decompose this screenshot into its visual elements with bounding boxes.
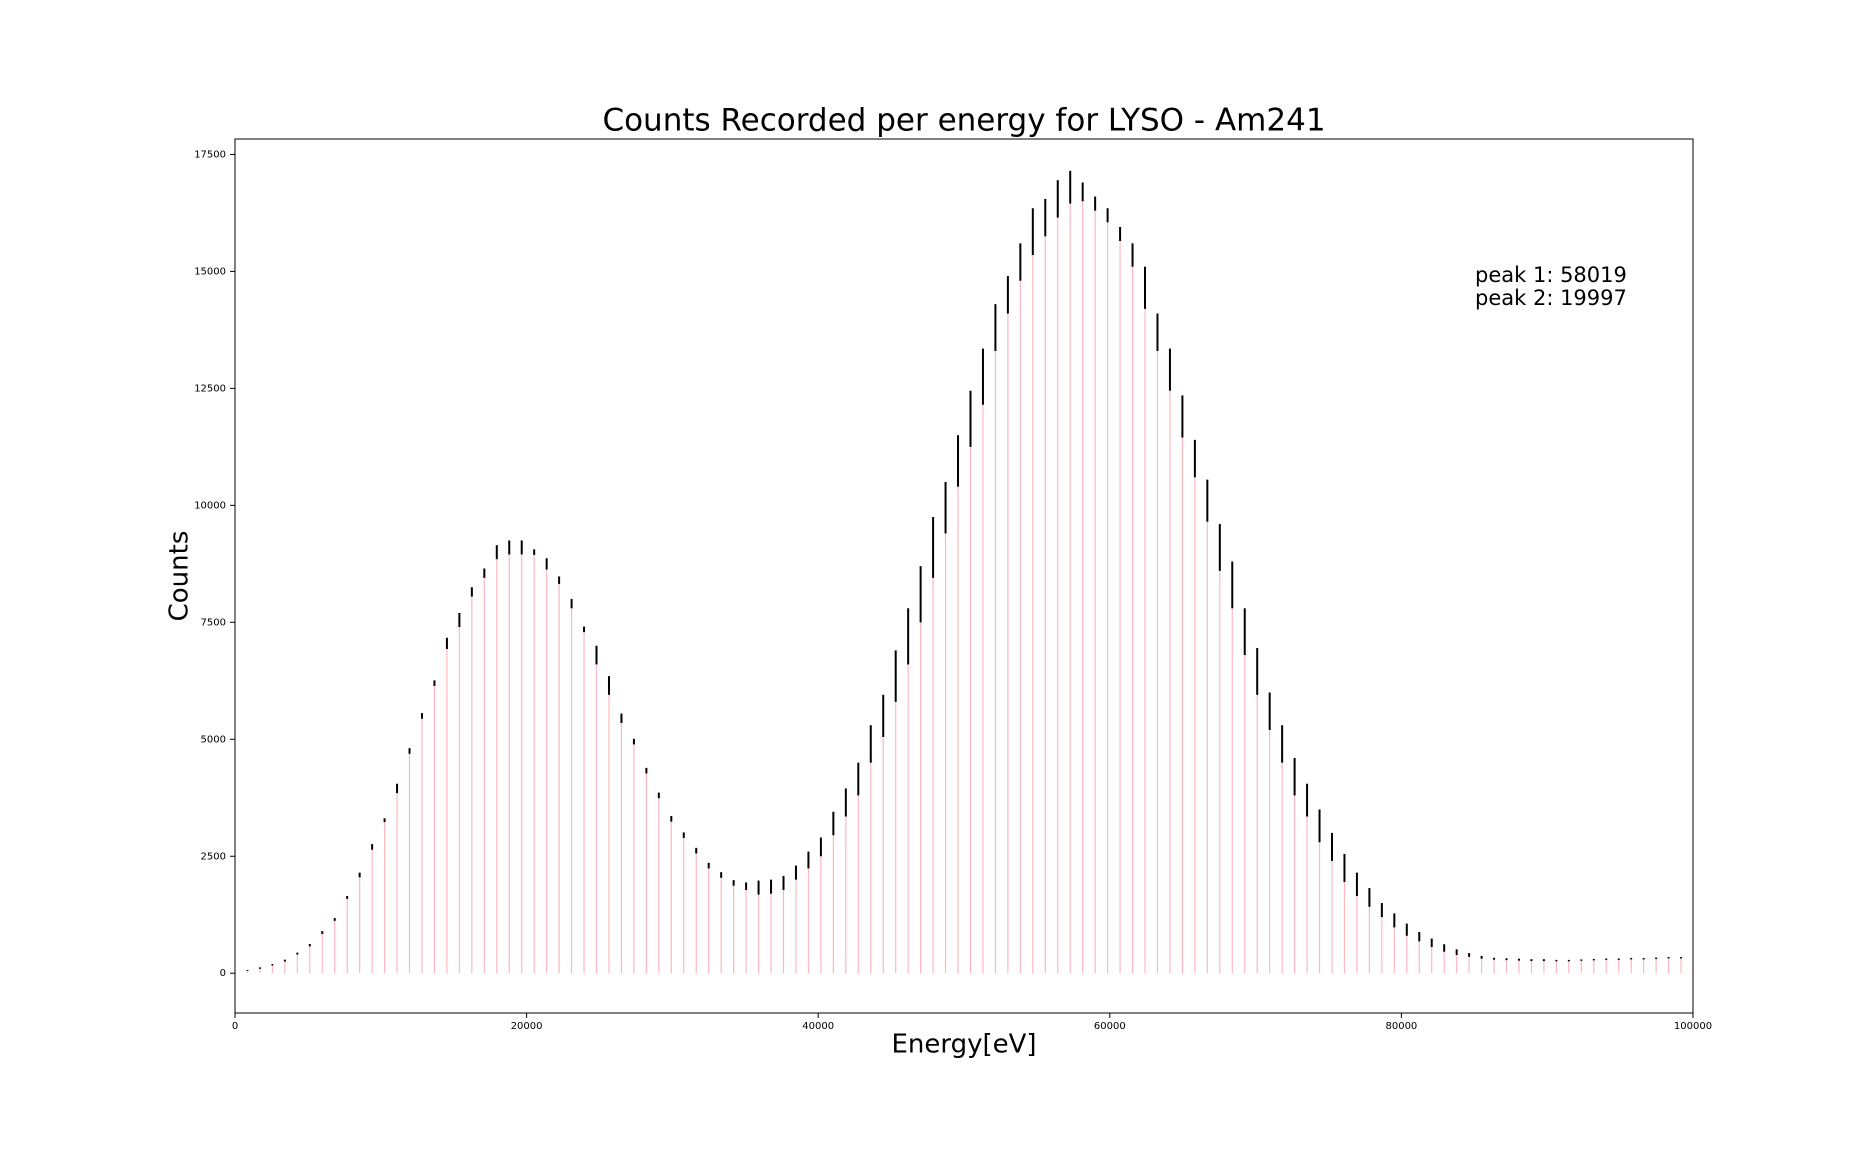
y-tick-label: 17500 [194, 149, 226, 160]
x-tick-label: 100000 [1674, 1021, 1712, 1032]
x-tick-label: 80000 [1385, 1021, 1417, 1032]
y-tick-label: 7500 [201, 617, 226, 628]
y-tick-label: 2500 [201, 851, 226, 862]
x-tick-label: 20000 [511, 1021, 543, 1032]
x-axis-label: Energy[eV] [891, 1030, 1036, 1060]
y-tick-label: 0 [220, 968, 226, 979]
annotation: peak 2: 19997 [1475, 286, 1627, 310]
y-tick-label: 10000 [194, 500, 226, 511]
x-tick-label: 0 [232, 1021, 238, 1032]
y-axis-label: Counts [165, 531, 195, 622]
y-tick-label: 15000 [194, 266, 226, 277]
y-tick-label: 5000 [201, 734, 226, 745]
x-tick-label: 60000 [1094, 1021, 1126, 1032]
x-tick-label: 40000 [802, 1021, 834, 1032]
chart-title: Counts Recorded per energy for LYSO - Am… [602, 103, 1325, 139]
y-tick-label: 12500 [194, 383, 226, 394]
annotation: peak 1: 58019 [1475, 263, 1627, 287]
plot-frame [234, 138, 1694, 1014]
